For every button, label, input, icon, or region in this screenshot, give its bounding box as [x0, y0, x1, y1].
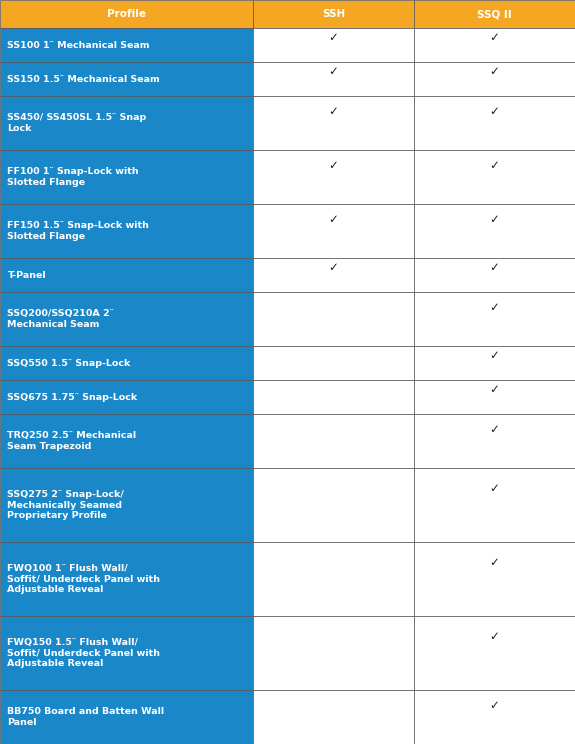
Text: FF100 1″ Snap-Lock with
Slotted Flange: FF100 1″ Snap-Lock with Slotted Flange	[7, 167, 139, 187]
Bar	[253, 258, 414, 292]
Text: ✓: ✓	[489, 423, 500, 436]
Bar	[414, 414, 575, 468]
Text: FWQ150 1.5″ Flush Wall/
Soffit/ Underdeck Panel with
Adjustable Reveal: FWQ150 1.5″ Flush Wall/ Soffit/ Underdec…	[7, 638, 160, 668]
Bar	[0, 346, 253, 380]
Bar	[253, 616, 414, 690]
Text: ✓: ✓	[489, 349, 500, 362]
Bar	[253, 28, 414, 62]
Bar	[414, 542, 575, 616]
Text: ✓: ✓	[489, 557, 500, 569]
Text: FWQ100 1″ Flush Wall/
Soffit/ Underdeck Panel with
Adjustable Reveal: FWQ100 1″ Flush Wall/ Soffit/ Underdeck …	[7, 564, 160, 594]
Bar	[0, 414, 253, 468]
Text: ✓: ✓	[489, 383, 500, 396]
Text: ✓: ✓	[489, 261, 500, 275]
Text: SSQ II: SSQ II	[477, 9, 512, 19]
Bar	[0, 62, 253, 96]
Bar	[253, 380, 414, 414]
Text: ✓: ✓	[489, 482, 500, 496]
Bar	[253, 0, 414, 28]
Bar	[0, 0, 253, 28]
Bar	[253, 204, 414, 258]
Text: ✓: ✓	[328, 213, 339, 226]
Bar	[0, 616, 253, 690]
Text: ✓: ✓	[489, 213, 500, 226]
Text: ✓: ✓	[489, 699, 500, 711]
Bar	[414, 292, 575, 346]
Text: SSQ550 1.5″ Snap-Lock: SSQ550 1.5″ Snap-Lock	[7, 359, 131, 368]
Text: ✓: ✓	[489, 158, 500, 172]
Bar	[414, 346, 575, 380]
Text: BB750 Board and Batten Wall
Panel: BB750 Board and Batten Wall Panel	[7, 707, 164, 727]
Bar	[253, 542, 414, 616]
Bar	[0, 292, 253, 346]
Bar	[0, 690, 253, 744]
Bar	[414, 204, 575, 258]
Bar	[253, 62, 414, 96]
Bar	[253, 414, 414, 468]
Bar	[414, 28, 575, 62]
Bar	[0, 542, 253, 616]
Text: FF150 1.5″ Snap-Lock with
Slotted Flange: FF150 1.5″ Snap-Lock with Slotted Flange	[7, 221, 150, 241]
Text: ✓: ✓	[328, 65, 339, 78]
Text: ✓: ✓	[328, 261, 339, 275]
Text: ✓: ✓	[489, 630, 500, 644]
Text: ✓: ✓	[489, 301, 500, 314]
Text: ✓: ✓	[328, 105, 339, 118]
Bar	[253, 468, 414, 542]
Bar	[0, 28, 253, 62]
Bar	[414, 468, 575, 542]
Text: T-Panel: T-Panel	[7, 271, 46, 280]
Bar	[414, 62, 575, 96]
Bar	[414, 690, 575, 744]
Text: SSH: SSH	[322, 9, 345, 19]
Bar	[414, 150, 575, 204]
Bar	[0, 380, 253, 414]
Text: SS100 1″ Mechanical Seam: SS100 1″ Mechanical Seam	[7, 41, 150, 50]
Text: ✓: ✓	[489, 31, 500, 45]
Text: TRQ250 2.5″ Mechanical
Seam Trapezoid: TRQ250 2.5″ Mechanical Seam Trapezoid	[7, 432, 137, 451]
Text: SS450/ SS450SL 1.5″ Snap
Lock: SS450/ SS450SL 1.5″ Snap Lock	[7, 113, 147, 133]
Bar	[253, 690, 414, 744]
Bar	[0, 150, 253, 204]
Text: ✓: ✓	[328, 158, 339, 172]
Bar	[253, 150, 414, 204]
Text: ✓: ✓	[489, 105, 500, 118]
Bar	[414, 616, 575, 690]
Bar	[414, 96, 575, 150]
Text: ✓: ✓	[489, 65, 500, 78]
Text: ✓: ✓	[328, 31, 339, 45]
Bar	[414, 258, 575, 292]
Bar	[414, 380, 575, 414]
Bar	[253, 346, 414, 380]
Text: SSQ675 1.75″ Snap-Lock: SSQ675 1.75″ Snap-Lock	[7, 393, 138, 402]
Text: SSQ275 2″ Snap-Lock/
Mechanically Seamed
Proprietary Profile: SSQ275 2″ Snap-Lock/ Mechanically Seamed…	[7, 490, 124, 520]
Bar	[0, 258, 253, 292]
Bar	[253, 292, 414, 346]
Bar	[0, 468, 253, 542]
Bar	[414, 0, 575, 28]
Text: SS150 1.5″ Mechanical Seam: SS150 1.5″ Mechanical Seam	[7, 74, 160, 84]
Bar	[253, 96, 414, 150]
Bar	[0, 96, 253, 150]
Bar	[0, 204, 253, 258]
Text: Profile: Profile	[107, 9, 146, 19]
Text: SSQ200/SSQ210A 2″
Mechanical Seam: SSQ200/SSQ210A 2″ Mechanical Seam	[7, 310, 114, 329]
